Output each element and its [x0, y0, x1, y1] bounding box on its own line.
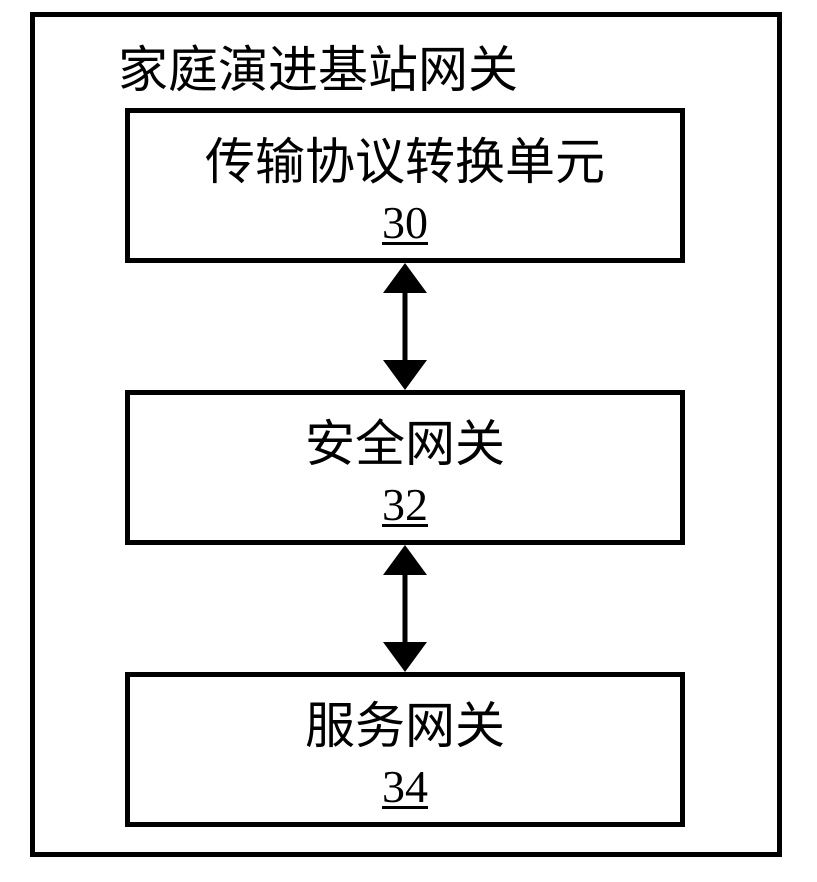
- node-transport-protocol-conversion-unit: 传输协议转换单元 30: [125, 108, 685, 263]
- edge-1-2: [378, 545, 432, 672]
- node-number: 34: [382, 760, 428, 813]
- diagram-title: 家庭演进基站网关: [118, 30, 518, 102]
- node-label: 安全网关: [305, 404, 505, 476]
- node-label: 服务网关: [305, 686, 505, 758]
- node-serving-gateway: 服务网关 34: [125, 672, 685, 827]
- node-label: 传输协议转换单元: [205, 122, 605, 194]
- node-number: 30: [382, 196, 428, 249]
- node-security-gateway: 安全网关 32: [125, 390, 685, 545]
- edge-0-1: [378, 263, 432, 390]
- diagram-canvas: 家庭演进基站网关 传输协议转换单元 30 安全网关 32 服务网关 34: [0, 0, 817, 882]
- node-number: 32: [382, 478, 428, 531]
